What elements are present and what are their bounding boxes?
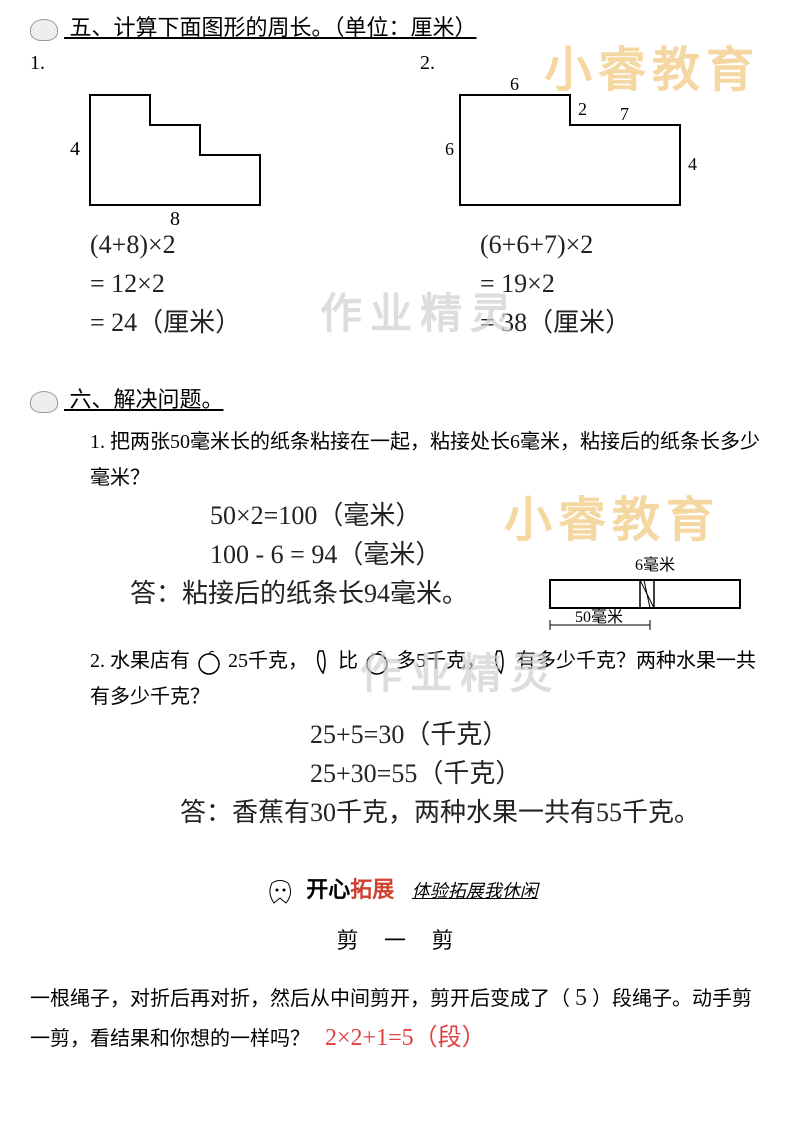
section-5-title-text: 五、计算下面图形的周长。（单位：厘米） (70, 15, 477, 40)
expand-fill: 5 (575, 985, 587, 1011)
q6-1-num: 1. (90, 431, 105, 453)
shape2-label-right: 4 (688, 154, 697, 174)
banana-icon-1 (313, 647, 333, 677)
expand-banner: 开心拓展 体验拓展我休闲 (0, 872, 800, 908)
q6-2-d: 多5千克， (396, 650, 486, 672)
q6-2-a: 水果店有 (110, 650, 190, 672)
problem-5-1: 1. 4 8 (4+8)×2 = 12×2 = 24（厘米） (30, 52, 380, 342)
shape-2-svg: 6 2 7 6 4 (420, 75, 720, 225)
apple-icon-2 (363, 648, 391, 676)
cut-header: 剪 一 剪 (0, 923, 800, 955)
strip-diagram-svg: 6毫米 50毫米 (540, 550, 760, 640)
expand-subtitle: 体验拓展我休闲 (412, 881, 538, 901)
q6-2-c: 比 (338, 650, 358, 672)
section-5-title: 五、计算下面图形的周长。（单位：厘米） (30, 0, 800, 42)
shape1-label-left: 4 (70, 138, 80, 160)
q6-2-answer: 答：香蕉有30千克，两种水果一共有55千克。 (180, 793, 770, 832)
shape2-label-left: 6 (445, 139, 454, 159)
section-6-content: 1. 把两张50毫米长的纸条粘接在一起，粘接处长6毫米，粘接后的纸条长多少毫米？… (0, 414, 800, 842)
q6-1-text: 1. 把两张50毫米长的纸条粘接在一起，粘接处长6毫米，粘接后的纸条长多少毫米？ (90, 424, 770, 496)
expand-calc: 2×2+1=5（段） (325, 1025, 486, 1051)
apple-icon-1 (195, 648, 223, 676)
q6-2-b: 25千克， (228, 650, 308, 672)
strip-overlap-label: 6毫米 (635, 555, 675, 574)
shape2-label-righttop: 7 (620, 104, 629, 124)
q6-2-calc1: 25+5=30（千克） (310, 715, 770, 754)
q2-calc3: = 38（厘米） (480, 303, 770, 342)
q1-calc2: = 12×2 (90, 264, 380, 303)
banana-icon-2 (491, 647, 511, 677)
q2-number: 2. (420, 52, 770, 75)
section-6-title-text: 六、解决问题。 (70, 387, 224, 412)
expand-title: 开心拓展 (306, 877, 400, 902)
problem-5-2: 2. 6 2 7 6 4 (6+6+7)×2 = 19×2 = 38（厘米） (420, 52, 770, 342)
mascot-icon (30, 19, 58, 41)
mascot-icon-2 (30, 391, 58, 413)
q2-calc2: = 19×2 (480, 264, 770, 303)
expand-text: 一根绳子，对折后再对折，然后从中间剪开，剪开后变成了（ (30, 988, 570, 1010)
q1-number: 1. (30, 52, 380, 75)
expand-title-b: 拓展 (350, 877, 394, 902)
section-6-title: 六、解决问题。 (30, 372, 800, 414)
expand-title-a: 开心 (306, 877, 350, 902)
q6-2-calc2: 25+30=55（千克） (310, 754, 770, 793)
q6-1-question: 把两张50毫米长的纸条粘接在一起，粘接处长6毫米，粘接后的纸条长多少毫米？ (90, 431, 760, 489)
q1-calc1: (4+8)×2 (90, 225, 380, 264)
shape1-label-bottom: 8 (170, 208, 180, 225)
q6-2-text: 2. 水果店有 25千克， 比 多5千克， 有多少千克？两种水果一共有多少千克？ (90, 643, 770, 715)
q1-calc3: = 24（厘米） (90, 303, 380, 342)
q6-2-num: 2. (90, 650, 105, 672)
shape2-label-step: 2 (578, 99, 587, 119)
shape-1-svg: 4 8 (30, 75, 290, 225)
expand-content: 一根绳子，对折后再对折，然后从中间剪开，剪开后变成了（ 5 ）段绳子。动手剪一剪… (0, 970, 800, 1070)
section-5-problems: 1. 4 8 (4+8)×2 = 12×2 = 24（厘米） 2. 6 2 7 … (0, 42, 800, 352)
q6-1-calc1: 50×2=100（毫米） (210, 496, 770, 535)
strip-length-label: 50毫米 (575, 607, 623, 626)
shape2-label-top: 6 (510, 75, 519, 94)
tooth-mascot-icon (262, 878, 302, 908)
q2-calc1: (6+6+7)×2 (480, 225, 770, 264)
